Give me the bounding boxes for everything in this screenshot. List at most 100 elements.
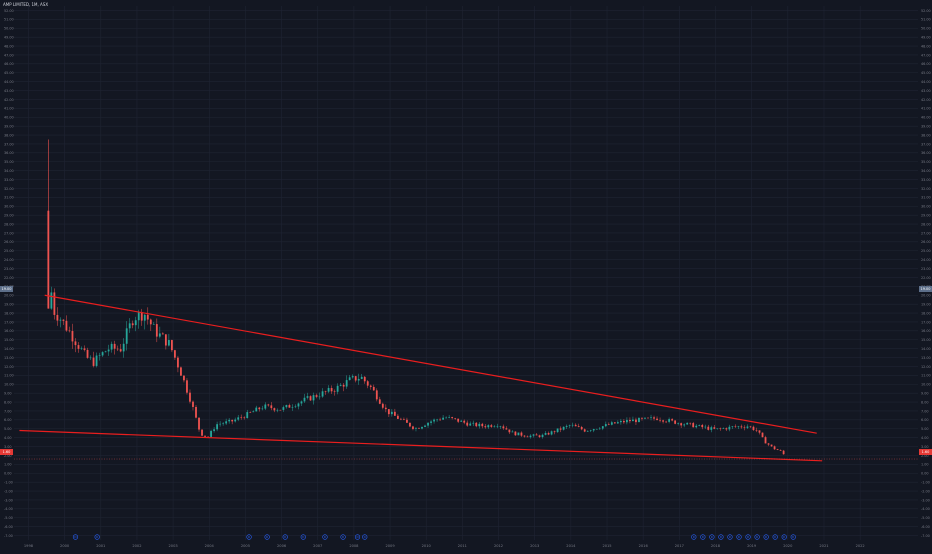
- candle-body: [674, 420, 677, 424]
- candle-body: [396, 415, 399, 419]
- candle-body: [77, 345, 80, 349]
- y-tick-label-left: -3.00: [4, 498, 13, 502]
- dividend-marker-label: D: [729, 535, 731, 539]
- x-tick-label: 2014: [566, 544, 576, 548]
- candle-body: [656, 418, 658, 421]
- y-tick-label-left: 27.00: [4, 231, 14, 235]
- y-tick-label-right: 2.00: [921, 454, 929, 458]
- candle-body: [288, 405, 291, 408]
- y-tick-label-left: 1.00: [4, 463, 12, 467]
- y-tick-label-right: 52.00: [921, 9, 931, 13]
- candle-body: [556, 428, 559, 433]
- candle-body: [381, 403, 384, 408]
- dividend-marker-label: D: [342, 535, 344, 539]
- x-tick-label: 2000: [60, 544, 70, 548]
- x-tick-label: 2002: [132, 544, 141, 548]
- dividend-marker-icon: [718, 534, 724, 540]
- candle-body: [369, 385, 372, 387]
- candle-body: [601, 426, 604, 429]
- dividend-marker-label: D: [356, 535, 358, 539]
- candle-body: [68, 330, 71, 332]
- candle-body: [520, 432, 523, 436]
- y-tick-label-right: 32.00: [921, 187, 931, 191]
- x-tick-label: 2008: [349, 544, 359, 548]
- candle-body: [213, 429, 215, 431]
- y-tick-label-right: 45.00: [921, 71, 931, 75]
- lower-trendline: [19, 429, 823, 462]
- candle-body: [333, 391, 336, 392]
- y-tick-label-left: 52.00: [4, 9, 14, 13]
- prev-close-tag-left: 19.00: [0, 286, 13, 292]
- y-tick-label-right: 33.00: [921, 178, 931, 182]
- candle-body: [755, 429, 758, 431]
- candle-body: [511, 431, 514, 433]
- y-tick-label-right: -2.00: [921, 489, 930, 493]
- y-tick-label-right: 39.00: [921, 124, 931, 128]
- candle-body: [219, 423, 222, 425]
- candle-body: [541, 434, 544, 438]
- x-tick-label: 2001: [96, 544, 105, 548]
- candle-body: [514, 431, 517, 436]
- y-tick-label-right: 43.00: [921, 89, 931, 93]
- y-tick-label-right: 40.00: [921, 116, 931, 120]
- candle-body: [668, 419, 671, 422]
- candle-body: [481, 423, 484, 427]
- candle-body: [270, 405, 273, 409]
- candle-body: [354, 376, 357, 381]
- y-tick-label-right: 29.00: [921, 213, 931, 217]
- candle-body: [372, 386, 375, 391]
- candle-body: [282, 407, 285, 410]
- candle-body: [562, 426, 565, 430]
- candle-body: [547, 433, 550, 435]
- y-tick-label-left: 43.00: [4, 89, 14, 93]
- candle-body: [225, 421, 228, 424]
- candle-body: [119, 349, 122, 352]
- y-tick-label-right: 28.00: [921, 222, 931, 226]
- candle-body: [366, 381, 369, 386]
- candle-body: [659, 420, 661, 421]
- candle-body: [240, 417, 243, 418]
- candle-body: [243, 417, 246, 419]
- candle-body: [400, 418, 402, 420]
- candle-body: [779, 450, 782, 451]
- candle-body: [363, 376, 366, 382]
- candle-body: [589, 430, 592, 432]
- candle-body: [469, 423, 472, 426]
- candle-body: [427, 422, 429, 426]
- candle-body: [707, 426, 710, 430]
- candle-body: [134, 320, 137, 326]
- candle-body: [430, 421, 432, 423]
- candle-body: [517, 432, 520, 436]
- candle-body: [686, 422, 689, 425]
- candle-body: [348, 377, 351, 381]
- candle-body: [433, 419, 435, 422]
- candle-body: [276, 409, 279, 411]
- dividend-marker-icon: [700, 534, 706, 540]
- candle-body: [421, 426, 423, 429]
- candle-body: [309, 396, 312, 401]
- candle-body: [451, 417, 454, 419]
- candle-body: [345, 380, 348, 387]
- dividend-marker-label: D: [792, 535, 794, 539]
- candle-body: [538, 435, 541, 438]
- candle-body: [475, 422, 478, 427]
- candle-body: [598, 428, 601, 430]
- candle-body: [770, 444, 773, 447]
- dividend-marker-label: D: [738, 535, 740, 539]
- y-tick-label-right: 49.00: [921, 35, 931, 39]
- y-tick-label-left: 35.00: [4, 160, 14, 164]
- candle-body: [746, 426, 749, 428]
- x-tick-label: 1998: [24, 544, 34, 548]
- y-tick-label-right: 34.00: [921, 169, 931, 173]
- dividend-marker-label: D: [324, 535, 326, 539]
- candle-body: [306, 396, 309, 398]
- dividend-marker-label: D: [702, 535, 704, 539]
- dividend-marker-icon: [282, 534, 288, 540]
- dividend-marker-icon: [727, 534, 733, 540]
- candle-body: [629, 419, 631, 422]
- candle-body: [412, 426, 414, 429]
- candle-body: [701, 424, 704, 428]
- y-tick-label-left: 15.00: [4, 338, 14, 342]
